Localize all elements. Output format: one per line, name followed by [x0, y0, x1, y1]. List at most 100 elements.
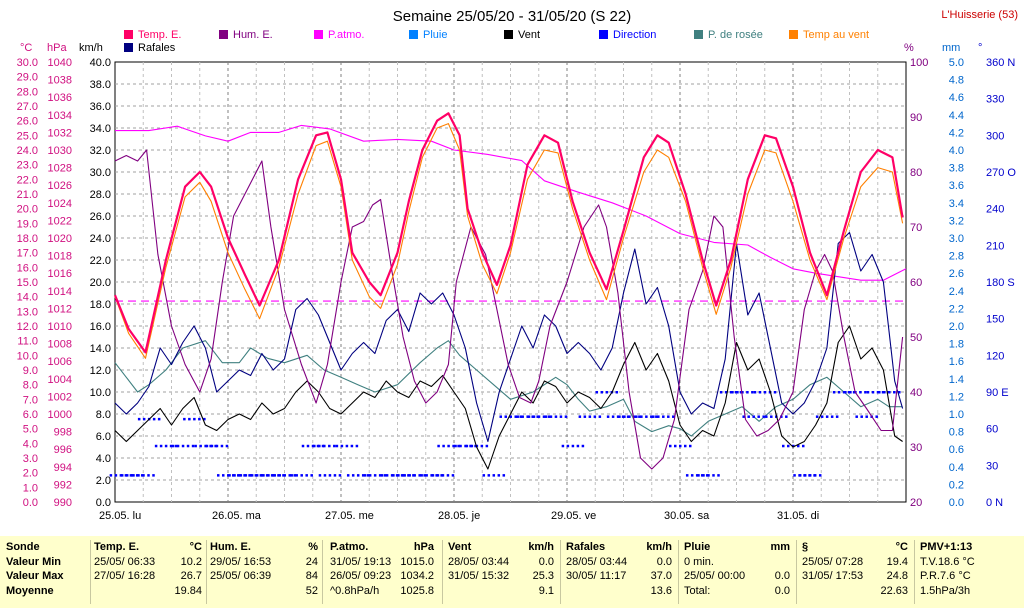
press-tick-label: 1022 — [48, 215, 72, 227]
hum-tick-label: 60 — [910, 277, 922, 289]
direction-point — [220, 444, 224, 448]
rain-tick-label: 1.2 — [949, 391, 964, 403]
direction-point — [278, 474, 281, 477]
direction-point — [820, 415, 824, 418]
footer-pmv-pr: P.R.7.6 °C — [920, 570, 971, 582]
direction-point — [154, 444, 158, 448]
temp-tick-label: 16.0 — [17, 262, 38, 274]
direction-point — [323, 474, 327, 477]
hum-tick-label: 70 — [910, 222, 922, 234]
dir-tick-label: 120 — [986, 350, 1004, 362]
direction-point — [593, 415, 597, 418]
direction-point — [497, 474, 501, 477]
direction-point — [606, 415, 610, 418]
direction-point — [655, 415, 658, 418]
footer-pmv-trend: 1.5hPa/3h — [920, 584, 971, 597]
rain-tick-label: 2.6 — [949, 268, 964, 280]
direction-point — [765, 415, 768, 418]
legend-label: Rafales — [138, 42, 176, 54]
footer-press-max-date: 26/05/ 09:23 — [330, 570, 392, 582]
dir-tick-label: 150 — [986, 314, 1004, 326]
direction-point — [808, 474, 812, 477]
press-tick-label: 1034 — [48, 110, 72, 122]
direction-point — [413, 474, 416, 477]
x-tick-label: 28.05. je — [438, 510, 480, 522]
legend-label: Pluie — [423, 29, 447, 41]
direction-point — [474, 444, 477, 448]
direction-point — [516, 415, 519, 418]
direction-point — [301, 444, 305, 448]
direction-point — [689, 444, 692, 448]
direction-point — [571, 444, 575, 448]
direction-point — [305, 474, 308, 477]
direction-point — [290, 474, 293, 477]
wind-tick-label: 8.0 — [96, 409, 111, 421]
wind-tick-label: 32.0 — [90, 145, 111, 157]
direction-point — [132, 474, 135, 477]
temp-tick-label: 19.0 — [17, 218, 38, 230]
direction-point — [318, 474, 322, 477]
footer-gust-max: 37.0 — [650, 570, 672, 582]
direction-point — [270, 474, 274, 477]
footer-wind-max-date: 31/05/ 15:32 — [448, 570, 510, 582]
direction-point — [318, 444, 321, 448]
chart-title: Semaine 25/05/20 - 31/05/20 (S 22) — [393, 8, 632, 25]
direction-point — [526, 415, 529, 418]
direction-point — [875, 415, 878, 418]
footer-gust-unit: km/h — [646, 541, 672, 553]
footer-wind: Vent km/h 28/05/ 03:44 0.0 31/05/ 15:32 25.… — [448, 540, 554, 598]
wind-tick-label: 24.0 — [90, 233, 111, 245]
direction-point — [855, 415, 858, 418]
rain-unit: mm — [942, 42, 960, 54]
direction-point — [328, 444, 331, 448]
x-tick-label: 26.05. ma — [212, 510, 262, 522]
direction-point — [125, 474, 129, 477]
footer-hum-min: 24 — [305, 555, 318, 568]
temp-tick-label: 15.0 — [17, 277, 38, 289]
direction-point — [860, 415, 863, 418]
temp-tick-label: 23.0 — [17, 160, 38, 172]
direction-point — [598, 415, 602, 418]
direction-point — [431, 474, 435, 477]
wind-tick-label: 2.0 — [96, 475, 111, 487]
footer-sonde: Sonde — [6, 541, 40, 553]
legend-label: Temp au vent — [803, 29, 869, 41]
direction-point — [564, 415, 568, 418]
direction-point — [729, 391, 733, 394]
footer-press-trend: ^0.8hPa/h — [330, 584, 380, 597]
direction-point — [757, 415, 760, 418]
direction-point — [731, 391, 734, 394]
direction-point — [509, 415, 512, 418]
direction-point — [859, 391, 862, 394]
direction-point — [679, 444, 682, 448]
direction-point — [423, 474, 426, 477]
footer-dew: § °C 25/05/ 07:28 19.4 31/05/ 17:53 24.8 22… — [802, 540, 908, 598]
direction-point — [700, 474, 704, 477]
dir-tick-label: 210 — [986, 240, 1004, 252]
direction-point — [311, 444, 315, 448]
press-tick-label: 990 — [54, 497, 72, 509]
direction-point — [169, 444, 173, 448]
direction-point — [441, 474, 445, 477]
temp-tick-label: 28.0 — [17, 86, 38, 98]
footer-dew-avg: 22.63 — [880, 584, 908, 597]
direction-point — [844, 391, 847, 394]
direction-point — [300, 474, 303, 477]
direction-point — [249, 474, 253, 477]
wind-tick-label: 6.0 — [96, 431, 111, 443]
wind-tick-label: 36.0 — [90, 101, 111, 113]
hum-tick-label: 30 — [910, 442, 922, 454]
direction-point — [306, 444, 310, 448]
direction-point — [741, 391, 744, 394]
direction-point — [383, 474, 387, 477]
direction-point — [519, 415, 522, 418]
direction-point — [193, 417, 196, 421]
footer-hum-unit: % — [308, 541, 318, 553]
press-tick-label: 1040 — [48, 57, 72, 69]
direction-point — [581, 444, 585, 448]
legend-label: Vent — [518, 29, 540, 41]
temp-tick-label: 20.0 — [17, 204, 38, 216]
wind-tick-label: 10.0 — [90, 387, 111, 399]
direction-point — [454, 444, 457, 448]
direction-point — [351, 474, 355, 477]
